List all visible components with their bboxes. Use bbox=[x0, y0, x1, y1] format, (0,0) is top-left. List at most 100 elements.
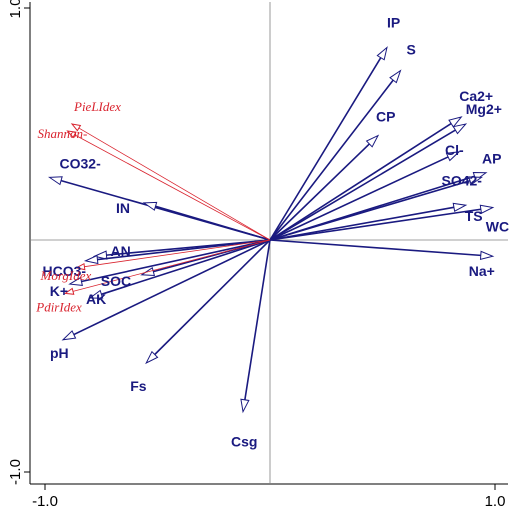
arrow-shaft bbox=[74, 134, 271, 241]
arrows-layer bbox=[47, 46, 495, 414]
arrow-ca2-plus bbox=[269, 116, 463, 241]
arrow-head bbox=[75, 262, 86, 271]
env-label-hco3-minus: HCO3- bbox=[43, 263, 87, 279]
arrow-head bbox=[83, 254, 99, 265]
arrow-head bbox=[88, 289, 104, 299]
env-label-ak: AK bbox=[86, 291, 106, 307]
x-tick-label: 1.0 bbox=[485, 493, 506, 509]
arrow-shaft bbox=[97, 239, 271, 261]
y-tick-label: 1.0 bbox=[7, 0, 24, 18]
arrow-ip bbox=[269, 46, 388, 241]
y-tick-label: -1.0 bbox=[7, 459, 24, 485]
arrow-shaft bbox=[269, 57, 382, 241]
arrow-pielidex bbox=[70, 123, 271, 241]
arrow-shaft bbox=[155, 205, 271, 241]
arrow-head bbox=[452, 123, 468, 135]
arrow-cl-minus bbox=[269, 151, 461, 241]
arrow-head bbox=[47, 176, 63, 186]
arrow-head bbox=[452, 202, 468, 213]
arrow-shaft bbox=[269, 129, 456, 241]
env-label-cp: CP bbox=[376, 109, 395, 125]
arrow-mg2-plus bbox=[269, 123, 468, 241]
arrow-na-plus bbox=[269, 239, 495, 261]
arrow-s bbox=[269, 69, 402, 241]
env-label-co32-minus: CO32- bbox=[60, 155, 102, 171]
arrow-shaft bbox=[81, 239, 271, 283]
arrow-head bbox=[365, 134, 380, 148]
arrow-shaft bbox=[269, 79, 394, 241]
arrow-shaft bbox=[78, 127, 271, 241]
env-label-ph: pH bbox=[50, 345, 69, 361]
arrow-wc bbox=[269, 204, 495, 241]
arrow-shaft bbox=[73, 239, 271, 336]
arrow-head bbox=[240, 398, 250, 414]
env-label-cl-minus: Cl- bbox=[445, 142, 464, 158]
species-label-pielidex: PieLIdex bbox=[73, 99, 121, 114]
arrow-shaft bbox=[269, 180, 471, 241]
arrow-head bbox=[68, 276, 83, 286]
arrow-cp bbox=[269, 134, 380, 241]
env-label-mg2-plus: Mg2+ bbox=[466, 101, 502, 117]
arrow-shaft bbox=[269, 208, 481, 241]
arrow-shannon-minus bbox=[66, 130, 271, 241]
arrow-pdiridex bbox=[63, 239, 271, 295]
env-label-k-plus: K+ bbox=[50, 283, 68, 299]
arrow-in bbox=[142, 201, 271, 241]
arrow-hco3-minus bbox=[83, 239, 271, 265]
env-label-in: IN bbox=[116, 200, 130, 216]
env-label-an: AN bbox=[111, 243, 131, 259]
env-label-ap: AP bbox=[482, 151, 501, 167]
env-label-ts: TS bbox=[465, 208, 483, 224]
arrow-shaft bbox=[72, 239, 271, 292]
env-label-ca2-plus: Ca2+ bbox=[459, 88, 493, 104]
arrow-head bbox=[61, 330, 77, 341]
env-label-s: S bbox=[407, 42, 416, 58]
arrow-so42-minus bbox=[269, 176, 484, 241]
arrow-ts bbox=[269, 202, 468, 241]
env-label-fs: Fs bbox=[130, 378, 147, 394]
arrow-head bbox=[445, 151, 461, 162]
arrow-head bbox=[145, 350, 159, 365]
arrow-k-plus bbox=[68, 239, 271, 286]
plot-frame-layer bbox=[29, 2, 508, 485]
arrow-shaft bbox=[269, 206, 455, 241]
arrow-ak bbox=[88, 239, 271, 299]
arrow-shaft bbox=[269, 143, 370, 241]
env-label-na-plus: Na+ bbox=[469, 263, 495, 279]
env-label-csg: Csg bbox=[231, 434, 257, 450]
arrow-shaft bbox=[269, 122, 452, 241]
arrow-head bbox=[63, 287, 75, 295]
arrow-head bbox=[66, 130, 77, 139]
arrow-head bbox=[142, 201, 158, 211]
arrow-head bbox=[479, 204, 495, 214]
arrow-shaft bbox=[101, 239, 271, 296]
arrow-shaft bbox=[84, 239, 271, 268]
arrow-ph bbox=[61, 239, 271, 341]
arrow-head bbox=[479, 250, 495, 261]
arrow-morgidex bbox=[75, 239, 271, 271]
env-label-ip: IP bbox=[387, 14, 400, 30]
arrow-shaft bbox=[244, 239, 271, 400]
arrow-head bbox=[448, 116, 463, 128]
arrow-shaft bbox=[269, 156, 449, 241]
arrow-fs bbox=[145, 239, 271, 365]
ticks-layer: -1.0 1.0 1.0 -1.0 bbox=[7, 0, 505, 509]
env-label-wc: WC bbox=[486, 219, 509, 235]
species-label-morgidex: MorgIdex bbox=[40, 268, 92, 283]
arrow-shaft bbox=[154, 239, 271, 356]
env-label-so42-minus: SO42- bbox=[442, 172, 483, 188]
species-label-pdiridex: PdirIdex bbox=[35, 299, 82, 314]
arrow-head bbox=[92, 250, 108, 260]
arrow-csg bbox=[240, 239, 271, 414]
env-label-soc: SOC bbox=[101, 273, 131, 289]
arrow-head bbox=[70, 123, 82, 132]
arrow-shaft bbox=[269, 239, 481, 257]
arrow-head bbox=[468, 176, 484, 186]
species-label-shannon-minus: Shannon- bbox=[38, 126, 88, 141]
arrow-head bbox=[389, 69, 402, 84]
arrow-head bbox=[376, 46, 388, 61]
x-tick-label: -1.0 bbox=[32, 493, 58, 509]
